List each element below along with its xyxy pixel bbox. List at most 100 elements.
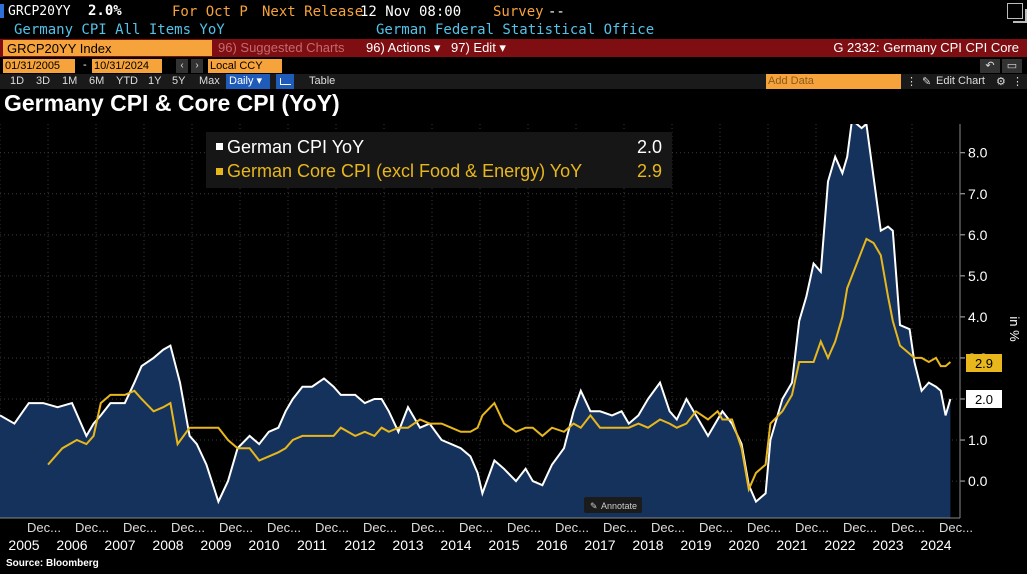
actions-menu[interactable]: 96) Actions ▾ <box>366 40 441 55</box>
y-tick-label: 4.0 <box>968 309 988 325</box>
security-header: GRCP20YY 2.0% For Oct P Next Release 12 … <box>0 0 1027 23</box>
core-last-value-tag <box>966 354 1002 372</box>
scroll-right-button[interactable]: › <box>191 59 203 73</box>
edit-menu[interactable]: 97) Edit ▾ <box>451 40 506 55</box>
more-options-icon[interactable]: ⋮ <box>1012 76 1023 88</box>
table-button[interactable]: Table <box>309 75 336 87</box>
x-month-tick-label: Dec... <box>171 520 205 535</box>
undo-button[interactable]: ↶ <box>980 59 1000 73</box>
x-year-tick-label: 2016 <box>536 537 567 553</box>
x-month-tick-label: Dec... <box>651 520 685 535</box>
period-ytd[interactable]: YTD <box>116 75 138 87</box>
x-month-tick-label: Dec... <box>747 520 781 535</box>
security-description-row: Germany CPI All Items YoY German Federal… <box>0 22 1027 38</box>
line-chart-icon[interactable] <box>276 74 294 89</box>
add-data-input[interactable]: Add Data <box>766 74 901 89</box>
cpi-last-value-tag <box>966 390 1002 408</box>
x-year-tick-label: 2006 <box>56 537 87 553</box>
command-toolbar: GRCP20YY Index 96) Suggested Charts 96) … <box>0 39 1027 57</box>
y-tick-label: 8.0 <box>968 145 988 161</box>
y-tick-label: 1.0 <box>968 432 988 448</box>
y-tick-label: 6.0 <box>968 227 988 243</box>
x-year-tick-label: 2018 <box>632 537 663 553</box>
x-year-tick-label: 2024 <box>920 537 951 553</box>
x-year-tick-label: 2007 <box>104 537 135 553</box>
end-date-field[interactable]: 10/31/2024 <box>92 59 162 73</box>
x-month-tick-label: Dec... <box>411 520 445 535</box>
period-max[interactable]: Max <box>199 75 220 87</box>
german-core-cpi-line <box>47 237 952 493</box>
x-axis: Dec... 2005 Dec... 2006 Dec... 2007 Dec... 2008… <box>0 517 973 553</box>
y-tick-label: 5.0 <box>968 268 988 284</box>
more-icon[interactable]: ⋮ <box>906 76 917 88</box>
cpi-line-chart: 0.01.02.03.04.05.06.07.08.0 Dec...2005De… <box>0 124 1027 558</box>
settings-toggle-button[interactable]: ▭ <box>1002 59 1022 73</box>
x-year-tick-label: 2013 <box>392 537 423 553</box>
x-month-tick-label: Dec... <box>891 520 925 535</box>
x-year-tick-label: 2015 <box>488 537 519 553</box>
annotate-label: Annotate <box>601 501 637 511</box>
period-toolbar: 1D 3D 1M 6M YTD 1Y 5Y Max Daily ▾ Table … <box>0 74 1027 89</box>
suggested-charts-button[interactable]: 96) Suggested Charts <box>218 40 345 55</box>
legend-core-name: German Core CPI (excl Food & Energy) YoY <box>227 161 582 181</box>
last-value: 2.0% <box>88 3 122 19</box>
cpi-last-value-text: 2.0 <box>975 392 993 407</box>
core-last-value-text: 2.9 <box>975 356 993 371</box>
graph-title: G 2332: Germany CPI CPI Core <box>833 40 1019 55</box>
x-year-tick-label: 2014 <box>440 537 471 553</box>
y-tick-label: 0.0 <box>968 473 988 489</box>
survey-value: -- <box>548 4 565 20</box>
gear-icon[interactable]: ⚙ <box>996 76 1006 88</box>
x-year-tick-label: 2020 <box>728 537 759 553</box>
chart-source: Source: Bloomberg <box>6 558 99 569</box>
x-month-tick-label: Dec... <box>219 520 253 535</box>
survey-label: Survey <box>493 4 544 20</box>
x-year-tick-label: 2021 <box>776 537 807 553</box>
x-month-tick-label: Dec... <box>27 520 61 535</box>
next-release-label: Next Release <box>262 4 364 20</box>
x-year-tick-label: 2019 <box>680 537 711 553</box>
x-month-tick-label: Dec... <box>459 520 493 535</box>
next-release-value: 12 Nov 08:00 <box>360 4 462 20</box>
period-6m[interactable]: 6M <box>89 75 105 87</box>
date-range-row: 01/31/2005 - 10/31/2024 ‹ › Local CCY ↶ … <box>0 59 1027 73</box>
x-year-tick-label: 2023 <box>872 537 903 553</box>
currency-select[interactable]: Local CCY <box>208 59 282 73</box>
legend-cpi-last: 2.0 <box>637 137 662 157</box>
pencil-icon[interactable]: ✎ <box>922 76 932 88</box>
scroll-left-button[interactable]: ‹ <box>176 59 188 73</box>
x-year-tick-label: 2011 <box>297 537 327 553</box>
x-month-tick-label: Dec... <box>699 520 733 535</box>
period-1d[interactable]: 1D <box>10 75 25 87</box>
ticker-label: GRCP20YY <box>8 4 71 19</box>
edit-chart-button[interactable]: Edit Chart <box>936 75 985 87</box>
x-year-tick-label: 2010 <box>248 537 279 553</box>
cpi-area-fill <box>0 124 951 518</box>
x-year-tick-label: 2017 <box>584 537 615 553</box>
period-1y[interactable]: 1Y <box>148 75 162 87</box>
legend-core-last: 2.9 <box>637 161 662 181</box>
annotate-button[interactable] <box>584 497 642 513</box>
date-separator: - <box>83 59 87 71</box>
german-cpi-line <box>0 124 952 505</box>
security-color-marker <box>0 4 4 18</box>
x-month-tick-label: Dec... <box>795 520 829 535</box>
security-input[interactable]: GRCP20YY Index <box>3 40 212 56</box>
x-year-tick-label: 2009 <box>200 537 231 553</box>
frequency-select[interactable]: Daily ▾ <box>226 74 270 89</box>
x-month-tick-label: Dec... <box>123 520 157 535</box>
x-month-tick-label: Dec... <box>507 520 541 535</box>
x-month-tick-label: Dec... <box>75 520 109 535</box>
x-month-tick-label: Dec... <box>603 520 637 535</box>
x-year-tick-label: 2012 <box>344 537 375 553</box>
legend-core-swatch <box>216 168 223 175</box>
period-5y[interactable]: 5Y <box>172 75 186 87</box>
period-1m[interactable]: 1M <box>62 75 78 87</box>
x-month-tick-label: Dec... <box>363 520 397 535</box>
security-description: Germany CPI All Items YoY <box>14 22 225 38</box>
popout-icon[interactable] <box>1007 3 1027 23</box>
period-3d[interactable]: 3D <box>36 75 51 87</box>
y-tick-label: 7.0 <box>968 186 988 202</box>
annotate-pencil-icon: ✎ <box>590 501 598 511</box>
start-date-field[interactable]: 01/31/2005 <box>3 59 75 73</box>
